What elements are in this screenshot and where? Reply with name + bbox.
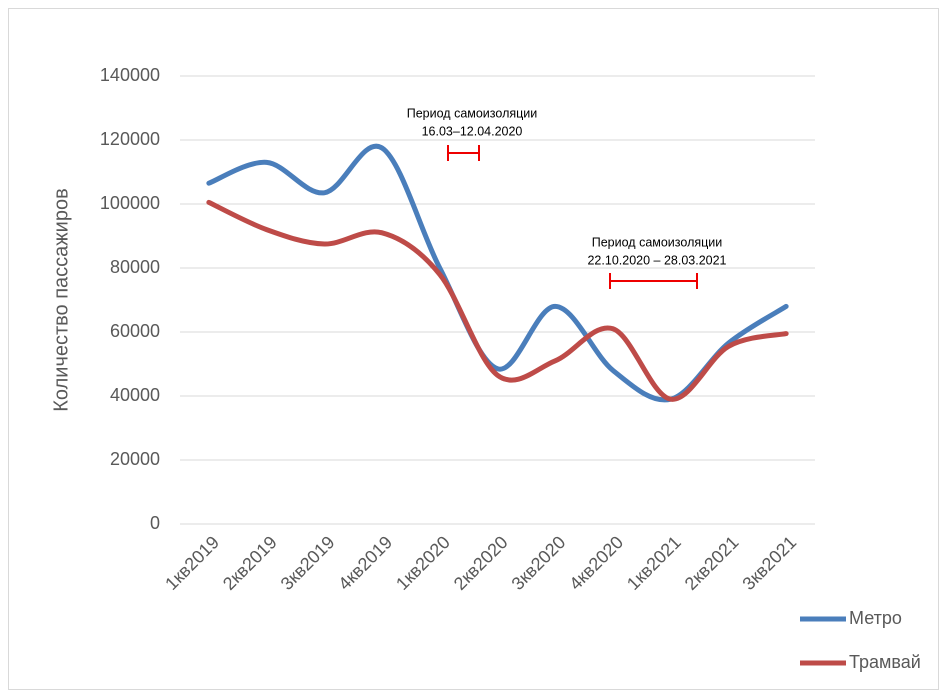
x-tick-label: 3кв2020: [508, 532, 570, 594]
y-tick-label: 60000: [110, 321, 160, 341]
x-tick-label: 2кв2019: [219, 532, 281, 594]
legend-label: Трамвай: [849, 652, 921, 672]
x-tick-label: 3кв2021: [738, 532, 800, 594]
y-tick-label: 140000: [100, 65, 160, 85]
annotation: Период самоизоляции: [407, 106, 538, 120]
y-tick-label: 80000: [110, 257, 160, 277]
annotation: Период самоизоляции: [592, 235, 723, 249]
x-tick-label: 1кв2021: [623, 532, 685, 594]
x-tick-label: 1кв2019: [161, 532, 223, 594]
y-axis-label: Количество пассажиров: [50, 188, 72, 411]
period-bracket: [609, 273, 698, 289]
series-line: [206, 199, 789, 402]
y-tick-label: 120000: [100, 129, 160, 149]
y-tick-label: 100000: [100, 193, 160, 213]
x-tick-label: 4кв2019: [334, 532, 396, 594]
x-tick-label: 1кв2020: [392, 532, 454, 594]
y-tick-label: 40000: [110, 385, 160, 405]
x-tick-label: 3кв2019: [277, 532, 339, 594]
y-tick-label: 0: [150, 513, 160, 533]
y-tick-label: 20000: [110, 449, 160, 469]
annotation: 22.10.2020 – 28.03.2021: [587, 253, 726, 267]
series-line: [206, 143, 789, 403]
period-bracket: [447, 145, 480, 161]
x-tick-label: 2кв2021: [681, 532, 743, 594]
annotation: 16.03–12.04.2020: [422, 124, 523, 138]
legend-label: Метро: [849, 608, 902, 628]
chart-border: [8, 8, 939, 690]
x-tick-label: 2кв2020: [450, 532, 512, 594]
x-tick-label: 4кв2020: [565, 532, 627, 594]
